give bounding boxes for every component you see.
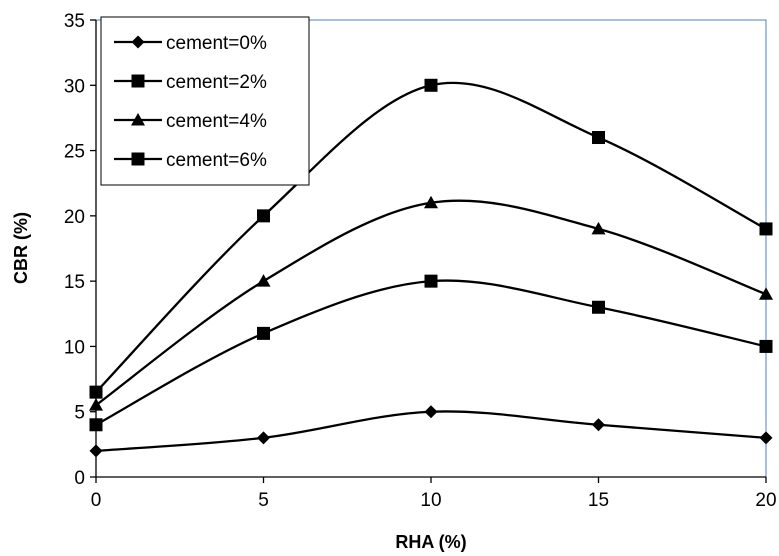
y-axis-title: CBR (%) xyxy=(11,212,31,284)
series-3 xyxy=(89,195,773,411)
data-point xyxy=(89,398,103,411)
legend-item: cement=2% xyxy=(114,72,267,93)
y-tick-label: 30 xyxy=(64,76,85,97)
y-tick-label: 10 xyxy=(64,337,85,358)
series-1 xyxy=(89,405,773,458)
y-tick-label: 15 xyxy=(64,272,85,293)
y-tick-label: 5 xyxy=(74,403,85,424)
data-point xyxy=(759,287,773,300)
y-tick-label: 25 xyxy=(64,142,85,163)
series-2 xyxy=(89,274,773,432)
data-point xyxy=(424,78,438,92)
series-line xyxy=(95,199,767,407)
legend-label: cement=2% xyxy=(166,72,267,93)
x-tick-label: 0 xyxy=(91,490,102,511)
data-point xyxy=(89,385,103,399)
data-point xyxy=(89,444,103,458)
data-point xyxy=(424,195,438,209)
data-point xyxy=(759,222,773,236)
data-point xyxy=(257,431,270,445)
legend: cement=0% cement=2% cement=4% cement=6% xyxy=(100,16,310,186)
series-4 xyxy=(89,78,773,399)
axes: 0 5 10 15 20 25 30 35 0 5 10 15 20 xyxy=(64,11,777,511)
legend-label: cement=6% xyxy=(166,150,267,171)
legend-marker xyxy=(131,74,145,88)
data-point xyxy=(256,274,271,287)
data-point xyxy=(592,131,605,145)
data-point xyxy=(759,431,773,445)
legend-label: cement=4% xyxy=(166,111,267,132)
x-tick-label: 20 xyxy=(755,490,776,511)
data-point xyxy=(591,221,606,235)
data-point xyxy=(257,326,270,340)
y-tick-label: 35 xyxy=(64,11,85,32)
legend-item: cement=4% xyxy=(114,111,267,132)
legend-marker xyxy=(131,113,145,126)
data-point xyxy=(89,418,103,432)
x-axis-title: RHA (%) xyxy=(395,532,466,552)
x-tick-label: 15 xyxy=(588,490,609,511)
series-line xyxy=(95,279,767,426)
data-point xyxy=(759,339,773,353)
legend-label: cement=0% xyxy=(166,33,267,54)
x-tick-label: 10 xyxy=(420,490,441,511)
data-point xyxy=(424,274,438,288)
series-layer xyxy=(89,78,773,458)
legend-marker xyxy=(131,152,145,166)
data-point xyxy=(424,405,438,419)
y-tick-label: 0 xyxy=(74,468,85,489)
data-point xyxy=(592,300,605,314)
data-point xyxy=(592,418,605,432)
legend-marker xyxy=(131,35,145,49)
data-point xyxy=(257,209,270,223)
legend-item: cement=6% xyxy=(114,150,267,171)
legend-item: cement=0% xyxy=(114,33,267,54)
y-tick-label: 20 xyxy=(64,207,85,228)
x-tick-label: 5 xyxy=(258,490,269,511)
